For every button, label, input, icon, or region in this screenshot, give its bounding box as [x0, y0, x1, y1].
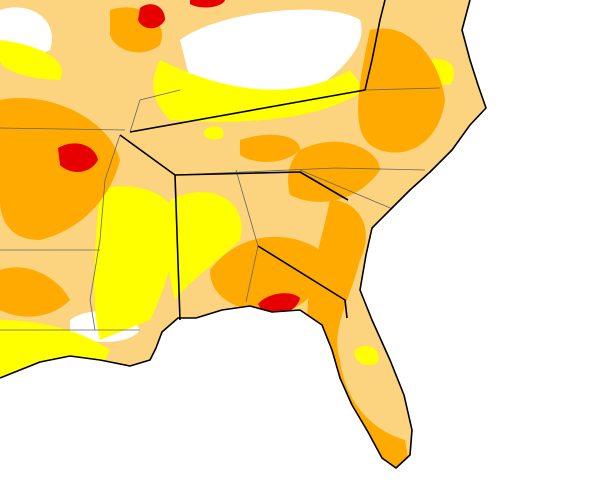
- no-drought: [180, 9, 362, 104]
- moderate-drought: [0, 98, 120, 240]
- severe-drought: [58, 143, 98, 172]
- abnormally-dry: [153, 60, 365, 122]
- abnormally-dry: [203, 126, 224, 140]
- abnormally-dry: [0, 40, 62, 80]
- abnormally-dry: [354, 345, 379, 366]
- moderate-drought: [288, 141, 380, 202]
- severe-drought: [190, 0, 225, 8]
- moderate-drought: [0, 267, 70, 317]
- severe-drought: [138, 4, 165, 29]
- abnormally-dry: [94, 186, 180, 340]
- coastline: [0, 0, 487, 469]
- abnormally-dry: [166, 192, 242, 300]
- region-borders: [119, 0, 386, 321]
- moderate-drought: [358, 28, 445, 153]
- moderate-drought: [240, 134, 300, 162]
